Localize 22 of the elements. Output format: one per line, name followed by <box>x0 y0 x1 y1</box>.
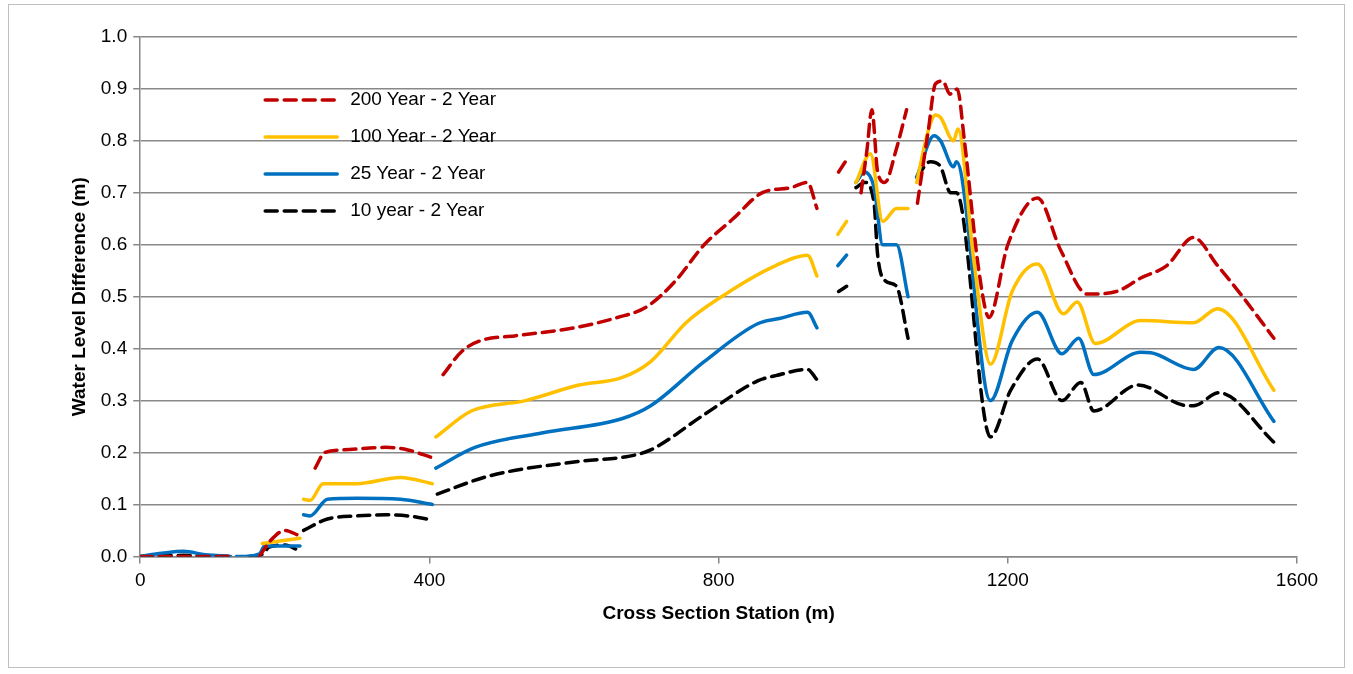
x-axis-title: Cross Section Station (m) <box>602 601 835 623</box>
y-tick-label: 0.3 <box>100 388 128 410</box>
y-tick-label: 0.0 <box>100 544 128 566</box>
y-tick-label: 0.7 <box>100 181 128 203</box>
y-axis-title: Water Level Difference (m) <box>67 177 89 417</box>
y-tick-label: 0.9 <box>100 77 128 99</box>
legend-label: 100 Year - 2 Year <box>350 125 497 147</box>
legend-label: 10 year - 2 Year <box>350 199 486 221</box>
y-tick-label: 1.0 <box>100 25 128 47</box>
y-tick-label: 0.4 <box>100 336 128 358</box>
x-tick-label: 400 <box>413 569 446 591</box>
x-tick-label: 800 <box>702 569 735 591</box>
y-tick-label: 0.5 <box>100 284 128 306</box>
x-tick-label: 1200 <box>986 569 1029 591</box>
y-tick-label: 0.6 <box>100 232 128 254</box>
y-tick-label: 0.1 <box>100 492 128 514</box>
y-tick-label: 0.2 <box>100 440 128 462</box>
legend-label: 200 Year - 2 Year <box>350 88 497 110</box>
legend-label: 25 Year - 2 Year <box>350 162 487 184</box>
y-tick-label: 0.8 <box>100 129 128 151</box>
x-tick-label: 0 <box>134 569 146 591</box>
x-tick-label: 1600 <box>1275 569 1319 591</box>
